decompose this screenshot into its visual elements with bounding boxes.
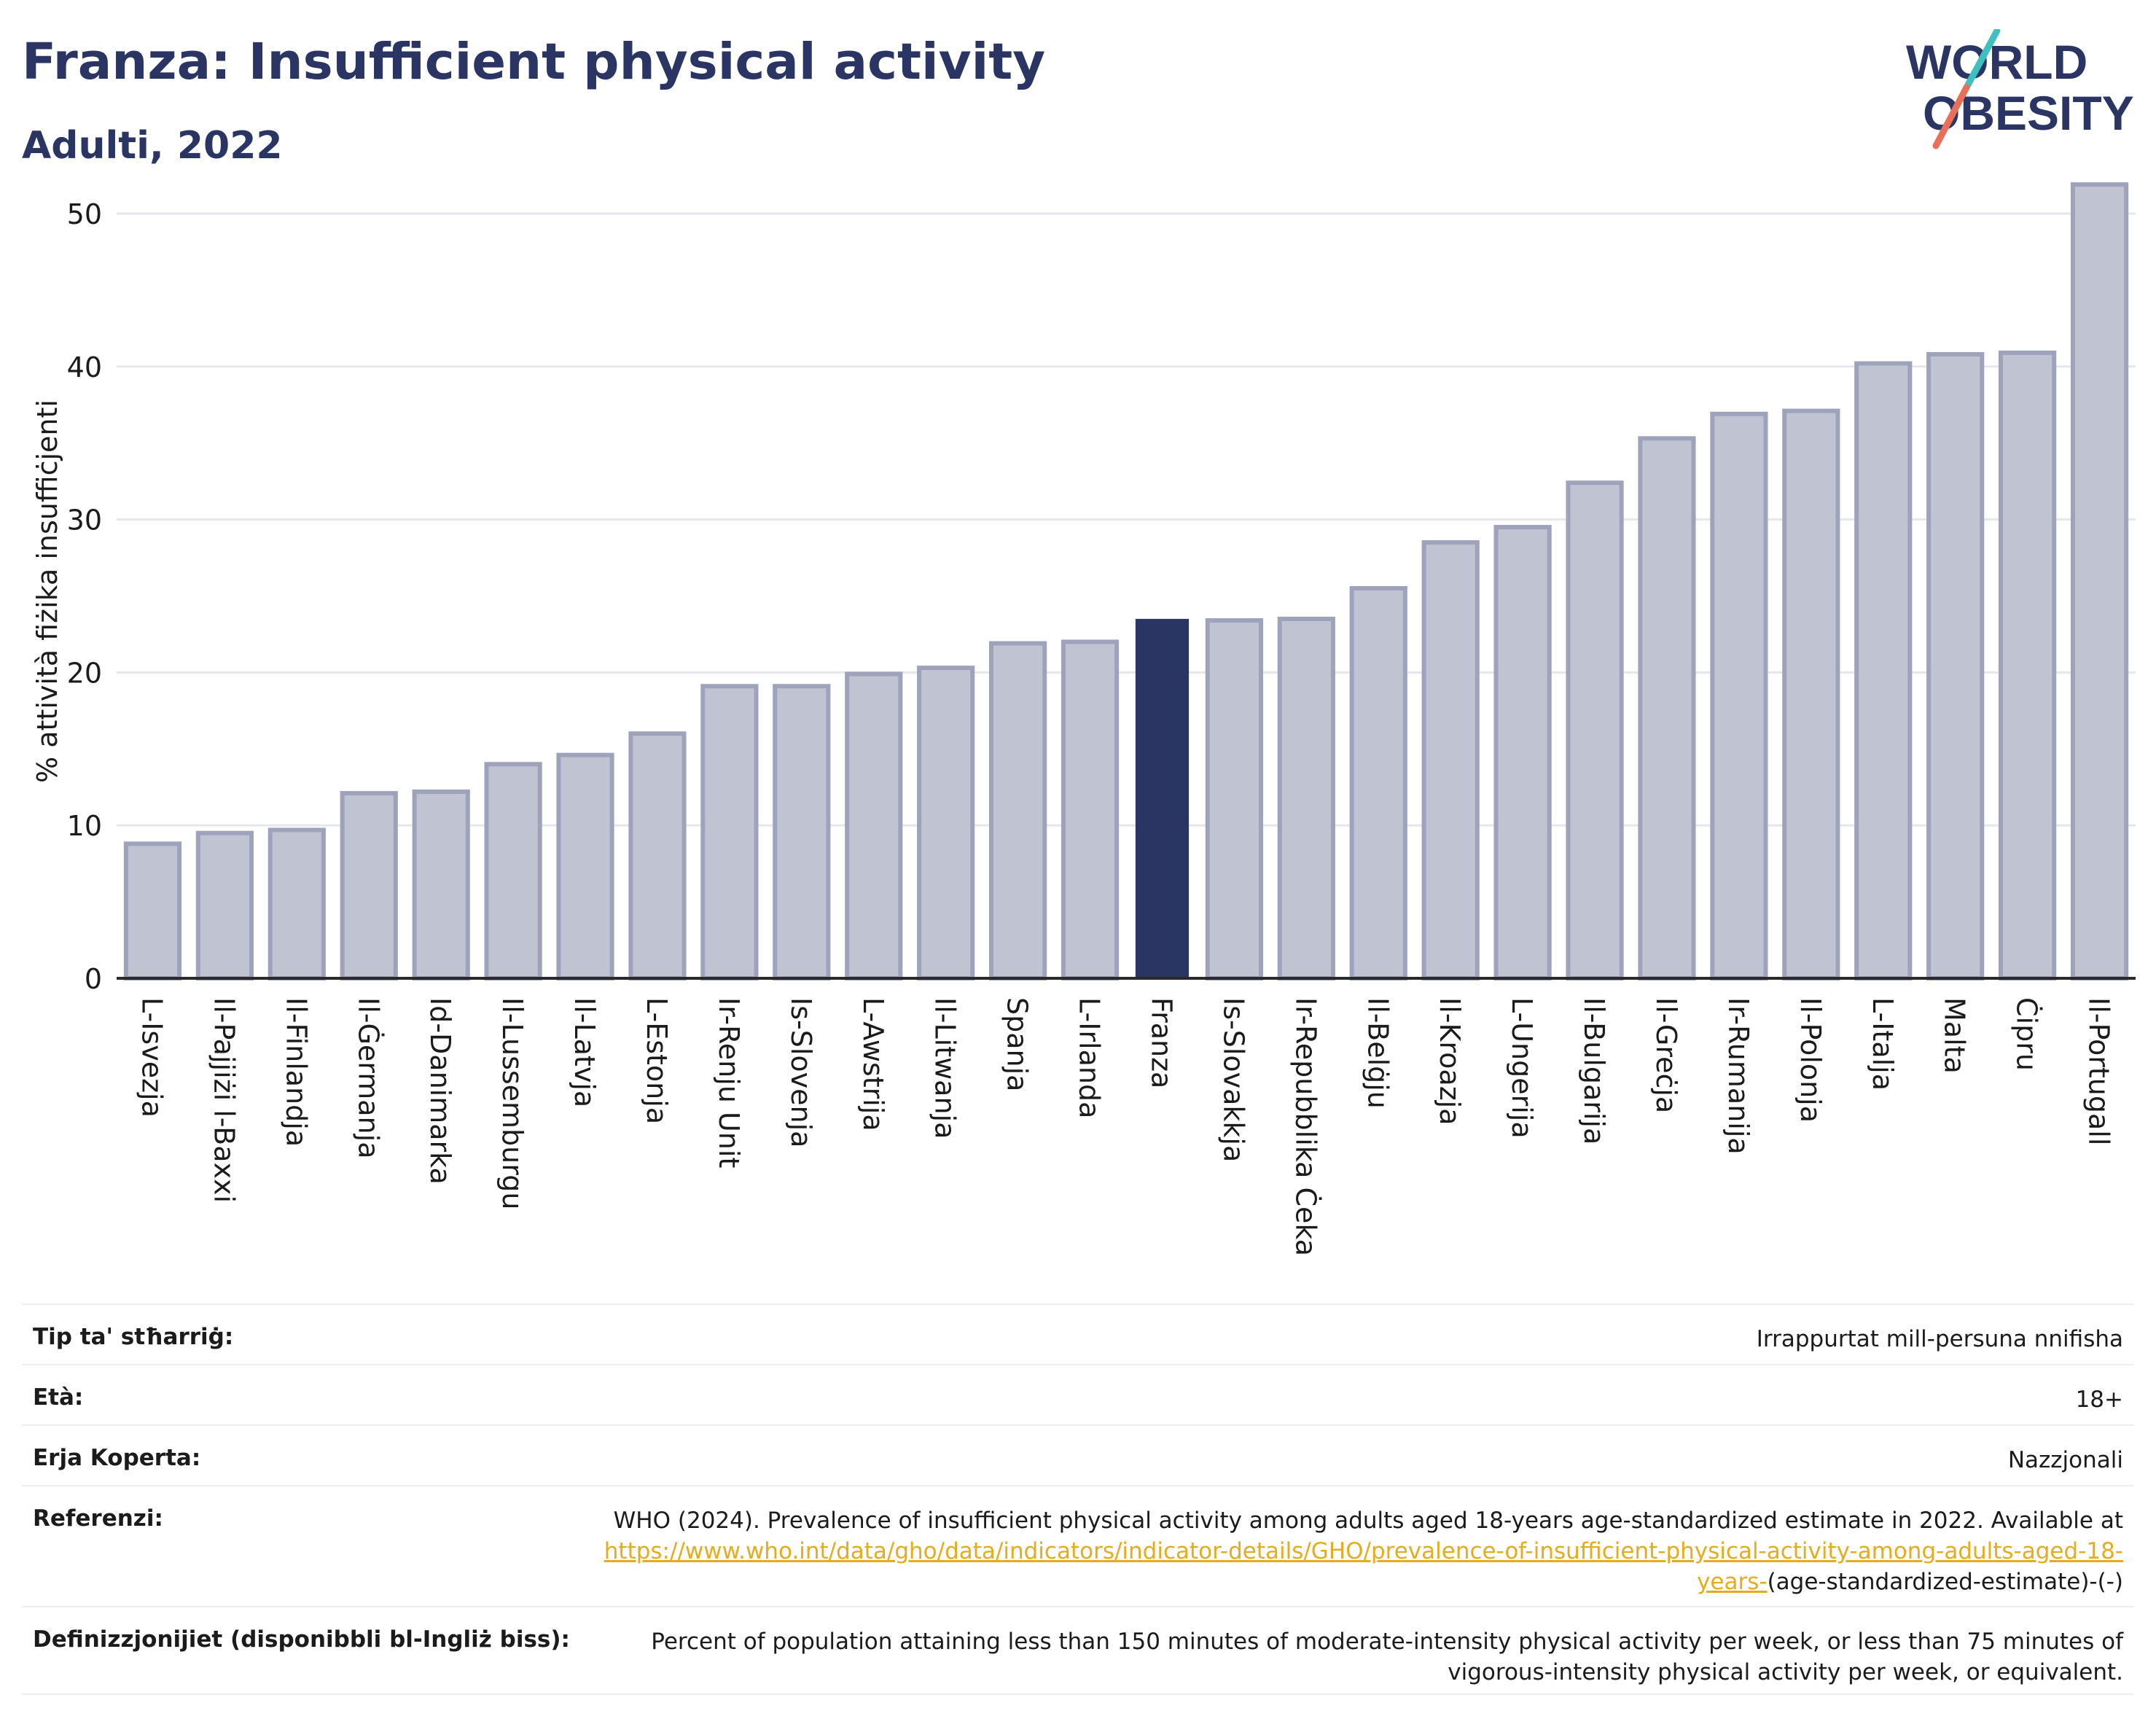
x-tick-label: Il-Belġju xyxy=(1362,997,1394,1109)
x-tick-label: Il-Kroazja xyxy=(1434,997,1466,1126)
x-tick-label: L-Awstrija xyxy=(857,997,889,1131)
info-row-survey: Tip ta' stħarriġ: Irrappurtat mill-persu… xyxy=(22,1303,2134,1364)
reference-text: WHO (2024). Prevalence of insufficient p… xyxy=(613,1508,2123,1534)
bar xyxy=(1566,480,1624,980)
y-axis-label: % attività fiżika insuffiċjenti xyxy=(31,399,63,783)
bars xyxy=(123,182,2129,981)
logo-slash-teal xyxy=(1963,27,2001,91)
x-tick-label: Ċipru xyxy=(2011,997,2043,1071)
bar xyxy=(267,827,326,981)
bar xyxy=(773,684,831,980)
x-tick-label: Il-Ġermanja xyxy=(352,997,384,1159)
reference-label: Referenzi: xyxy=(33,1505,163,1532)
y-axis-ticks: 0 10 20 30 40 50 xyxy=(67,198,102,995)
x-tick-label: Ir-Repubblika Ċeka xyxy=(1289,997,1321,1256)
x-tick-label: Il-Portugall xyxy=(2083,997,2115,1145)
bar xyxy=(1277,616,1335,981)
page-title: Franza: Insufficient physical activity xyxy=(22,33,1046,91)
x-tick-label: Il-Litwanja xyxy=(929,997,961,1139)
y-tick-label: 10 xyxy=(67,810,102,842)
y-tick-label: 0 xyxy=(85,963,102,995)
y-tick-label: 20 xyxy=(67,657,102,689)
x-tick-label: Il-Greċja xyxy=(1650,997,1682,1113)
logo-slash-coral xyxy=(1932,84,1970,149)
definition-value: Percent of population attaining less tha… xyxy=(651,1629,2123,1685)
bar xyxy=(195,830,254,980)
y-tick-label: 30 xyxy=(67,504,102,537)
x-tick-label: Il-Bulgarija xyxy=(1578,997,1610,1145)
x-tick-label: L-Irlanda xyxy=(1074,997,1106,1118)
bar xyxy=(1710,411,1768,980)
bar xyxy=(1638,436,1696,980)
x-tick-label: L-Isvezja xyxy=(136,997,168,1118)
bar xyxy=(700,684,759,980)
bar xyxy=(1854,361,1913,981)
bar xyxy=(123,841,182,981)
bar-chart: 0 10 20 30 40 50 L-Isvezja Il-Pajjiżi l-Baxxi I… xyxy=(31,182,2136,1256)
x-tick-label: L-Italja xyxy=(1867,997,1899,1091)
age-value: 18+ xyxy=(2075,1387,2123,1413)
bar xyxy=(1421,540,1480,980)
x-axis-labels: L-Isvezja Il-Pajjiżi l-Baxxi Il-Finlandja I… xyxy=(136,997,2114,1256)
bar xyxy=(484,762,542,980)
logo-line1: WORLD xyxy=(1906,35,2087,89)
bar xyxy=(917,666,975,980)
bar xyxy=(1926,351,1985,981)
info-table: Tip ta' stħarriġ: Irrappurtat mill-persu… xyxy=(22,1303,2134,1695)
y-tick-label: 40 xyxy=(67,351,102,383)
bar xyxy=(2070,182,2129,981)
reference-suffix: (age-standardized-estimate)-(-) xyxy=(1767,1569,2123,1595)
x-tick-label: Is-Slovenja xyxy=(785,997,817,1147)
x-tick-label: Ir-Renju Unit xyxy=(713,997,745,1168)
bar xyxy=(1205,618,1263,980)
area-label: Erja Koperta: xyxy=(33,1445,201,1471)
x-tick-label: Malta xyxy=(1939,997,1971,1074)
x-tick-label: Il-Finlandja xyxy=(280,997,312,1147)
bar xyxy=(1493,525,1552,980)
info-row-area: Erja Koperta: Nazzjonali xyxy=(22,1424,2134,1485)
x-tick-label: Id-Danimarka xyxy=(424,997,456,1185)
info-row-age: Età: 18+ xyxy=(22,1364,2134,1424)
info-row-definition: Definizzjonijiet (disponibbli bl-Ingliż … xyxy=(22,1606,2134,1695)
survey-type-label: Tip ta' stħarriġ: xyxy=(33,1324,234,1350)
x-tick-label: Il-Lussemburgu xyxy=(496,997,528,1209)
y-tick-label: 50 xyxy=(67,198,102,230)
x-tick-label: Il-Latvja xyxy=(569,997,601,1107)
bar-highlight xyxy=(1135,618,1190,978)
bar xyxy=(556,752,614,980)
x-tick-label: Is-Slovakkja xyxy=(1217,997,1249,1162)
x-tick-label: Spanja xyxy=(1001,997,1034,1091)
logo-line2: OBESITY xyxy=(1923,86,2134,140)
bar xyxy=(1782,408,1840,980)
info-row-reference: Referenzi: WHO (2024). Prevalence of ins… xyxy=(22,1485,2134,1606)
bar xyxy=(340,791,398,980)
x-tick-label: Il-Polonja xyxy=(1794,997,1827,1123)
bar xyxy=(845,671,903,980)
bar xyxy=(1349,585,1407,980)
x-tick-label: L-Estonja xyxy=(641,997,673,1124)
bar xyxy=(1061,639,1120,980)
x-tick-label: Ir-Rumanija xyxy=(1722,997,1754,1155)
page-subtitle: Adulti, 2022 xyxy=(22,124,283,168)
x-tick-label: Franza xyxy=(1145,997,1177,1088)
bar xyxy=(628,731,687,980)
bar xyxy=(989,641,1047,980)
area-value: Nazzjonali xyxy=(2007,1447,2123,1473)
world-obesity-logo: WORLD OBESITY xyxy=(1902,27,2143,153)
bar xyxy=(1999,350,2057,980)
reference-link[interactable]: https://www.who.int/data/gho/data/indica… xyxy=(604,1538,2123,1595)
x-tick-label: Il-Pajjiżi l-Baxxi xyxy=(208,997,240,1203)
survey-type-value: Irrappurtat mill-persuna nnifisha xyxy=(1756,1326,2123,1352)
reference-value: WHO (2024). Prevalence of insufficient p… xyxy=(556,1505,2123,1597)
bar xyxy=(412,789,470,980)
x-tick-label: L-Ungerija xyxy=(1506,997,1538,1139)
definition-label: Definizzjonijiet (disponibbli bl-Ingliż … xyxy=(33,1626,570,1653)
age-label: Età: xyxy=(33,1384,84,1411)
